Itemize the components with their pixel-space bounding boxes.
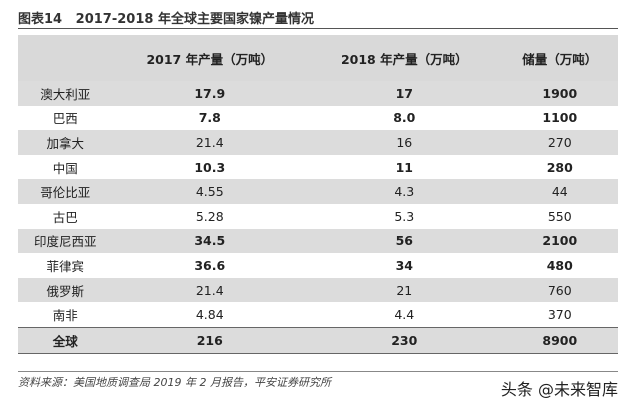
value-cell: 17 [307, 81, 502, 106]
table-row: 俄罗斯 21.4 21 760 [18, 277, 618, 303]
country-cell: 巴西 [52, 111, 78, 127]
value-cell: 216 [112, 326, 308, 354]
value-cell: 21.4 [112, 130, 308, 155]
table-row: 古巴 5.28 5.3 550 [18, 204, 618, 229]
table-body: 澳大利亚 17.9 17 1900 巴西 7.8 8.0 1100 加拿大 21.4 16 270 中国… [18, 81, 618, 354]
value-cell: 10.3 [194, 159, 226, 175]
value-cell: 480 [546, 257, 573, 273]
value-cell: 550 [547, 208, 572, 224]
source-rule [18, 371, 618, 372]
column-header [18, 35, 113, 81]
watermark: 头条 @未来智库 [500, 380, 618, 399]
value-cell: 34.5 [112, 228, 308, 254]
table-row: 印度尼西亚 34.5 56 2100 [18, 228, 618, 254]
value-cell: 280 [546, 159, 573, 175]
value-cell: 4.55 [112, 179, 308, 204]
country-cell: 南非 [52, 308, 78, 324]
value-cell: 8.0 [393, 110, 416, 126]
column-header: 2018 年产量（万吨） [307, 35, 502, 81]
value-cell: 8900 [501, 326, 618, 354]
table-row: 中国 10.3 11 280 [18, 155, 618, 180]
value-cell: 11 [395, 159, 413, 175]
value-cell: 16 [307, 130, 502, 155]
country-cell: 澳大利亚 [18, 81, 113, 106]
value-cell: 760 [501, 277, 618, 303]
value-cell: 4.3 [307, 179, 502, 204]
column-header: 2017 年产量（万吨） [112, 35, 308, 81]
value-cell: 21.4 [112, 277, 308, 303]
value-cell: 4.84 [195, 307, 224, 323]
country-cell: 加拿大 [18, 130, 113, 155]
country-cell: 菲律宾 [46, 258, 85, 274]
value-cell: 1900 [501, 81, 618, 106]
table-row: 哥伦比亚 4.55 4.3 44 [18, 179, 618, 204]
country-cell: 古巴 [52, 209, 78, 225]
value-cell: 7.8 [198, 110, 221, 126]
value-cell: 230 [307, 326, 502, 354]
table-row: 巴西 7.8 8.0 1100 [18, 106, 618, 131]
table: 2017 年产量（万吨） 2018 年产量（万吨） 储量（万吨） 澳大利亚 17.9 1… [18, 35, 618, 354]
value-cell: 36.6 [194, 257, 226, 273]
country-cell: 中国 [52, 160, 78, 176]
value-cell: 4.4 [394, 307, 415, 323]
table-row: 全球 216 230 8900 [18, 326, 618, 354]
country-cell: 哥伦比亚 [18, 179, 113, 204]
value-cell: 370 [547, 307, 572, 323]
value-cell: 270 [501, 130, 618, 155]
title-rule [18, 28, 618, 29]
country-cell: 印度尼西亚 [18, 228, 113, 254]
table-row: 菲律宾 36.6 34 480 [18, 253, 618, 278]
country-cell: 俄罗斯 [18, 277, 113, 303]
table-row: 加拿大 21.4 16 270 [18, 130, 618, 155]
value-cell: 34 [395, 257, 413, 273]
value-cell: 56 [307, 228, 502, 254]
source: 资料来源：美国地质调查局 2019 年 2 月报告，平安证券研究所 [18, 376, 331, 389]
value-cell: 21 [307, 277, 502, 303]
value-cell: 2100 [501, 228, 618, 254]
value-cell: 1100 [542, 110, 578, 126]
value-cell: 5.28 [195, 208, 224, 224]
column-header: 储量（万吨） [501, 35, 618, 81]
header-row: 2017 年产量（万吨） 2018 年产量（万吨） 储量（万吨） [18, 35, 618, 81]
value-cell: 5.3 [394, 208, 415, 224]
value-cell: 17.9 [112, 81, 308, 106]
value-cell: 44 [501, 179, 618, 204]
table-row: 南非 4.84 4.4 370 [18, 302, 618, 327]
table-row: 澳大利亚 17.9 17 1900 [18, 81, 618, 106]
table-head: 2017 年产量（万吨） 2018 年产量（万吨） 储量（万吨） [18, 35, 618, 81]
title: 图表14 2017-2018 年全球主要国家镍产量情况 [18, 12, 314, 27]
country-cell: 全球 [18, 326, 113, 354]
